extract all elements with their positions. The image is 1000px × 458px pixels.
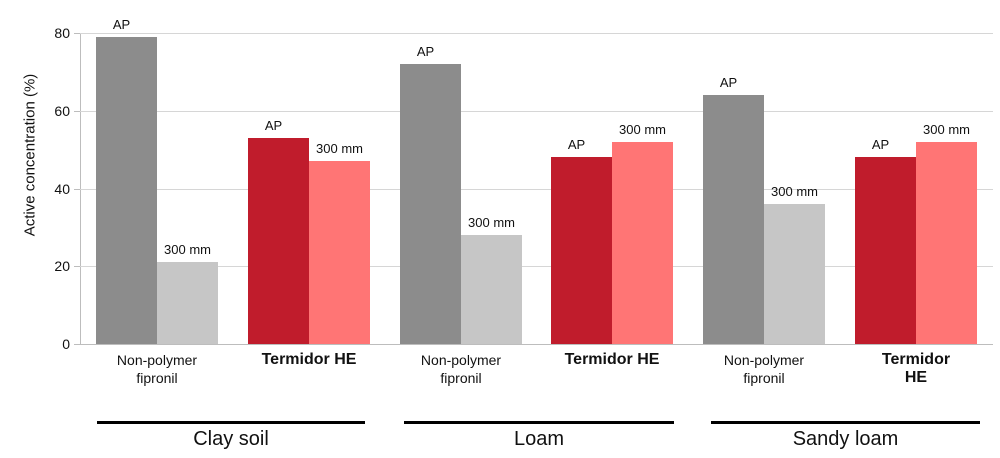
bar <box>764 204 825 344</box>
bar <box>855 157 916 344</box>
gridline <box>80 266 993 268</box>
category-label: Non-polymer fipronil <box>420 352 502 386</box>
group-label: Clay soil <box>193 428 269 450</box>
bar-data-label: 300 mm <box>316 141 363 157</box>
bar <box>703 95 764 344</box>
y-tick-label: 40 <box>54 180 70 197</box>
y-tick-mark <box>74 110 80 112</box>
y-axis-label: Active concentration (%) <box>21 73 39 237</box>
bar-data-label: AP <box>416 44 435 60</box>
bar-data-label: 300 mm <box>164 242 211 258</box>
bar <box>461 235 522 344</box>
y-tick-mark <box>74 188 80 190</box>
y-tick-mark <box>74 266 80 268</box>
y-tick-label: 20 <box>54 258 70 275</box>
bar <box>916 141 977 344</box>
bar-data-label: AP <box>871 137 890 153</box>
bar-data-label: 300 mm <box>771 184 818 200</box>
x-axis-line <box>80 344 993 345</box>
gridline <box>80 110 993 112</box>
y-tick-mark <box>74 344 80 345</box>
bar-data-label: AP <box>719 75 738 91</box>
category-label: Termidor HE <box>261 351 357 368</box>
category-label: Termidor HE <box>564 351 660 368</box>
y-tick-mark <box>74 33 80 34</box>
group-label: Loam <box>513 428 565 450</box>
bar <box>612 141 673 344</box>
bar-data-label: AP <box>264 117 283 133</box>
group-underline <box>404 421 674 424</box>
category-label: Termidor HE <box>881 351 951 386</box>
bar-data-label: 300 mm <box>619 121 666 137</box>
bar <box>309 161 370 344</box>
bar-data-label: AP <box>567 137 586 153</box>
bar <box>157 262 218 344</box>
bar-data-label: 300 mm <box>468 215 515 231</box>
bar <box>400 64 461 344</box>
bar <box>551 157 612 344</box>
group-underline <box>711 421 980 424</box>
y-tick-label: 80 <box>54 25 70 41</box>
category-label: Non-polymer fipronil <box>116 352 198 386</box>
bar <box>96 36 157 344</box>
y-tick-label: 60 <box>54 102 70 119</box>
category-label: Non-polymer fipronil <box>723 352 805 386</box>
bar-data-label: 300 mm <box>923 121 970 137</box>
bar <box>248 137 309 344</box>
gridline <box>80 33 993 34</box>
y-tick-label: 0 <box>62 336 70 352</box>
group-underline <box>97 421 365 424</box>
gridline <box>80 188 993 190</box>
bar-data-label: AP <box>112 16 131 32</box>
group-label: Sandy loam <box>792 428 899 450</box>
